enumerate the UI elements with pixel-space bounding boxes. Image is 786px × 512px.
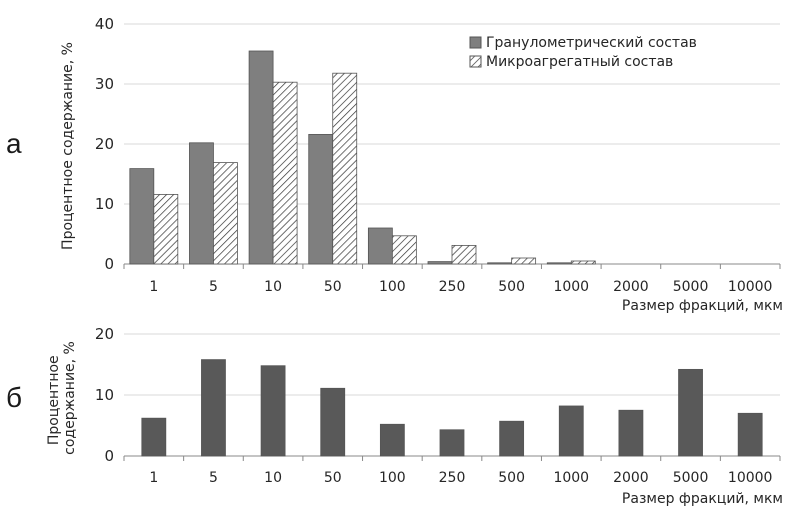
legend-label-granulometric: Гранулометрический состав	[486, 35, 697, 51]
bar	[320, 387, 346, 457]
x-tick-label: 2000	[613, 470, 649, 486]
x-axis-label-b: Размер фракций, мкм	[622, 491, 783, 507]
x-tick-label: 10	[264, 470, 282, 486]
y-ticks-a: 0 10 20 30 40	[95, 15, 114, 273]
y-axis-label-b-line1: Процентное	[46, 355, 62, 445]
bar	[511, 257, 537, 265]
bar	[499, 420, 525, 457]
bar	[487, 262, 513, 265]
panel-label-a: а	[6, 128, 22, 159]
bar	[189, 142, 214, 265]
bar	[570, 260, 596, 265]
bar	[379, 423, 405, 457]
bar	[308, 133, 334, 265]
x-tick-label: 10000	[728, 279, 773, 295]
bar	[678, 368, 703, 457]
bar	[439, 429, 465, 457]
legend-label-microaggregate: Микроагрегатный состав	[486, 54, 673, 70]
y-tick-label: 20	[95, 135, 114, 153]
x-tick-label: 250	[439, 279, 466, 295]
bar	[260, 365, 286, 457]
bars-a	[129, 50, 596, 265]
legend-a: Гранулометрический состав Микроагрегатны…	[469, 35, 697, 70]
bar	[367, 227, 393, 265]
x-tick-label: 1000	[553, 470, 589, 486]
bar	[558, 405, 584, 457]
x-tick-label: 1	[149, 279, 158, 295]
x-tick-label: 10	[264, 279, 282, 295]
x-tick-label: 500	[498, 279, 525, 295]
x-tick-label: 250	[439, 470, 466, 486]
x-tick-label: 50	[324, 279, 342, 295]
panel-label-b: б	[6, 382, 22, 413]
y-tick-label: 40	[95, 15, 114, 33]
legend-swatch-granulometric	[469, 36, 482, 49]
x-tick-label: 5000	[673, 279, 709, 295]
bar	[213, 162, 238, 265]
bar	[427, 261, 453, 265]
bar	[451, 244, 477, 265]
y-tick-label: 30	[95, 75, 114, 93]
x-tick-label: 5	[209, 470, 218, 486]
x-tick-label: 10000	[728, 470, 773, 486]
x-axis-label-a: Размер фракций, мкм	[622, 298, 783, 314]
x-tick-label: 5000	[673, 470, 709, 486]
x-ticks-a: 1 5 10 50 100 250 500 1000 2000 5000 10000	[149, 279, 772, 295]
x-tick-label: 2000	[613, 279, 649, 295]
y-tick-label: 20	[95, 325, 114, 343]
x-tick-label: 1	[149, 470, 158, 486]
y-axis-label-b: Процентное содержание, %	[46, 341, 78, 455]
bar	[153, 193, 179, 265]
bar	[272, 81, 298, 265]
bar	[546, 262, 572, 265]
x-tick-label: 500	[498, 470, 525, 486]
x-tick-label: 100	[379, 470, 406, 486]
y-tick-label: 0	[104, 255, 114, 273]
x-tick-label: 100	[379, 279, 406, 295]
x-tick-label: 1000	[553, 279, 589, 295]
bars-b	[141, 359, 763, 457]
bar	[618, 409, 644, 457]
x-tick-label: 5	[209, 279, 218, 295]
y-tick-label: 10	[95, 386, 114, 404]
x-tick-label: 50	[324, 470, 342, 486]
y-tick-label: 0	[104, 447, 114, 465]
legend-swatch-microaggregate	[469, 55, 482, 68]
y-tick-label: 10	[95, 195, 114, 213]
bar	[737, 412, 763, 457]
x-ticks-b: 1 5 10 50 100 250 500 1000 2000 5000 10000	[149, 470, 772, 486]
bar	[332, 72, 358, 265]
bar	[141, 417, 167, 457]
bar	[129, 168, 155, 265]
bar	[201, 359, 226, 457]
y-axis-label-b-line2: содержание, %	[62, 341, 78, 455]
bar	[248, 50, 274, 265]
bar	[391, 235, 417, 265]
y-axis-label-a: Процентное содержание, %	[60, 42, 76, 250]
y-ticks-b: 0 10 20	[95, 325, 114, 465]
